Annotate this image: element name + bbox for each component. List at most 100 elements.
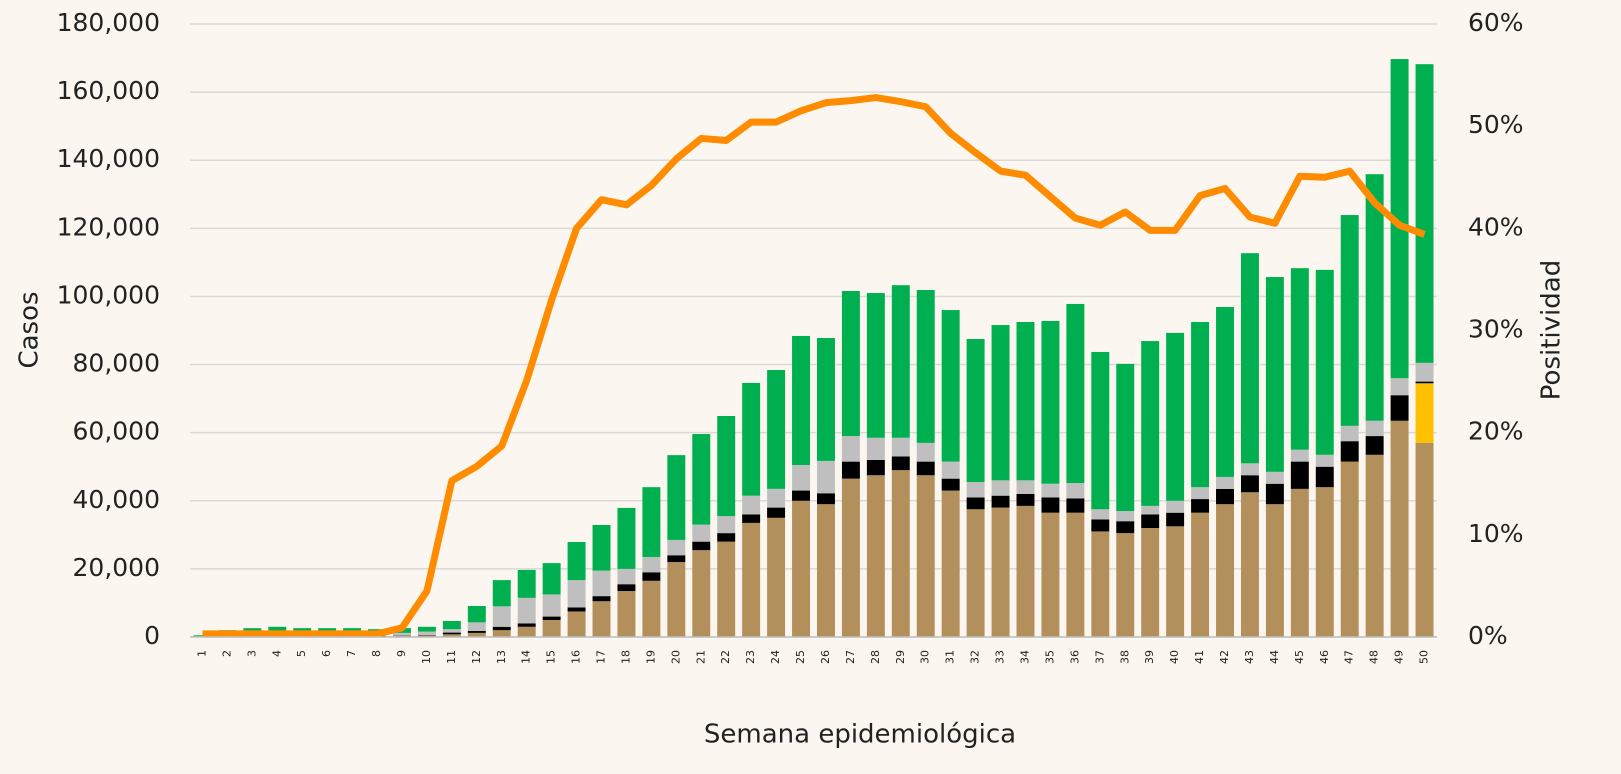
- x-tick-label: 17: [595, 650, 608, 664]
- bar-segment: [667, 555, 686, 563]
- bar-segment: [492, 626, 511, 631]
- bar-segment: [1191, 512, 1210, 637]
- bar-segment: [1240, 475, 1259, 493]
- x-tick-label: 15: [545, 650, 558, 664]
- x-tick-label: 1: [195, 650, 208, 657]
- bar-segment: [1415, 383, 1434, 443]
- x-tick-label: 35: [1043, 650, 1056, 664]
- bar-segment: [866, 459, 885, 476]
- x-tick-label: 23: [744, 650, 757, 664]
- x-tick-label: 13: [495, 650, 508, 664]
- bar-segment: [442, 632, 461, 635]
- bar-segment: [1315, 487, 1334, 637]
- bar-segment: [1265, 471, 1284, 484]
- bar-segment: [717, 516, 736, 534]
- bar-segment: [767, 507, 786, 518]
- bar-segment: [1315, 454, 1334, 467]
- bar-segment: [866, 475, 885, 637]
- bar-segment: [841, 478, 860, 637]
- bar-segment: [517, 623, 536, 627]
- bar-segment: [1415, 381, 1434, 384]
- bar-segment: [642, 572, 661, 581]
- bar-segment: [866, 437, 885, 460]
- bar-segment: [617, 507, 636, 569]
- line: [202, 94, 1426, 638]
- bar-segment: [542, 563, 561, 595]
- bar-segment: [517, 626, 536, 637]
- bar-segment: [567, 541, 586, 581]
- bar-segment: [667, 562, 686, 637]
- bar-segment: [1415, 442, 1434, 637]
- bar-segment: [492, 580, 511, 607]
- bar-segment: [1290, 449, 1309, 462]
- bar-segment: [916, 289, 935, 443]
- x-tick-label: 26: [819, 650, 832, 664]
- bar-segment: [567, 580, 586, 608]
- bar-segment: [717, 415, 736, 517]
- bar-segment: [1191, 499, 1210, 513]
- bar-segment: [1166, 500, 1185, 513]
- bar-segment: [991, 480, 1010, 496]
- x-tick-label: 39: [1143, 650, 1156, 664]
- bar-segment: [1216, 488, 1234, 505]
- x-tick-label: 46: [1318, 650, 1331, 664]
- bar-segment: [1066, 512, 1085, 637]
- bar-segment: [742, 522, 761, 637]
- y2-tick-label: 60%: [1468, 8, 1524, 37]
- bar-segment: [617, 584, 636, 592]
- bar-segment: [1041, 512, 1060, 637]
- bar-segment: [1116, 533, 1135, 637]
- bar-segment: [1390, 420, 1409, 637]
- bar-segment: [991, 495, 1010, 508]
- bar-segment: [1091, 531, 1110, 637]
- bar-segment: [1216, 504, 1234, 637]
- bar-segment: [1091, 351, 1110, 510]
- x-tick-label: 9: [395, 650, 408, 657]
- bar-segment: [1166, 512, 1185, 527]
- x-tick-label: 41: [1193, 650, 1206, 664]
- bar-segment: [467, 630, 486, 633]
- bar-segment: [417, 635, 436, 637]
- bar-segment: [467, 606, 486, 623]
- bar-segment: [1340, 461, 1359, 637]
- x-tick-label: 32: [969, 650, 982, 664]
- bar-segment: [1041, 320, 1060, 484]
- x-tick-label: 19: [644, 650, 657, 664]
- bar-segment: [1216, 476, 1234, 489]
- bar-segment: [816, 460, 835, 494]
- bar-segment: [792, 500, 811, 637]
- x-tick-label: 6: [320, 650, 333, 657]
- bar-segment: [692, 541, 711, 551]
- bar-segment: [1390, 59, 1409, 379]
- bar-segment: [542, 594, 561, 617]
- bar-segment: [442, 634, 461, 637]
- x-tick-label: 20: [669, 650, 682, 664]
- y-tick-label: 0: [144, 621, 160, 650]
- bar-segment: [567, 607, 586, 612]
- x-tick-label: 36: [1068, 650, 1081, 664]
- bar-segment: [1315, 466, 1334, 488]
- bar-segment: [1016, 480, 1035, 494]
- y2-axis-title: Positividad: [1537, 260, 1567, 400]
- bar-segment: [1240, 463, 1259, 476]
- y2-tick-label: 10%: [1468, 519, 1524, 548]
- x-tick-label: 24: [769, 650, 782, 664]
- x-tick-label: 28: [869, 650, 882, 664]
- x-tick-label: 40: [1168, 650, 1181, 664]
- y-tick-label: 80,000: [73, 349, 160, 378]
- y2-tick-label: 30%: [1468, 315, 1524, 344]
- bar-segment: [517, 597, 536, 624]
- bar-segment: [1016, 505, 1035, 637]
- x-tick-label: 14: [520, 650, 533, 664]
- x-tick-label: 45: [1293, 650, 1306, 664]
- bar-segment: [941, 478, 960, 491]
- bar-segment: [1390, 395, 1409, 421]
- x-tick-label: 7: [345, 650, 358, 657]
- bar-segment: [692, 524, 711, 542]
- bar-segment: [841, 436, 860, 462]
- bar-segment: [1066, 483, 1085, 499]
- x-tick-label: 2: [220, 650, 233, 657]
- bar-segment: [1240, 492, 1259, 637]
- bar-segment: [1166, 332, 1185, 501]
